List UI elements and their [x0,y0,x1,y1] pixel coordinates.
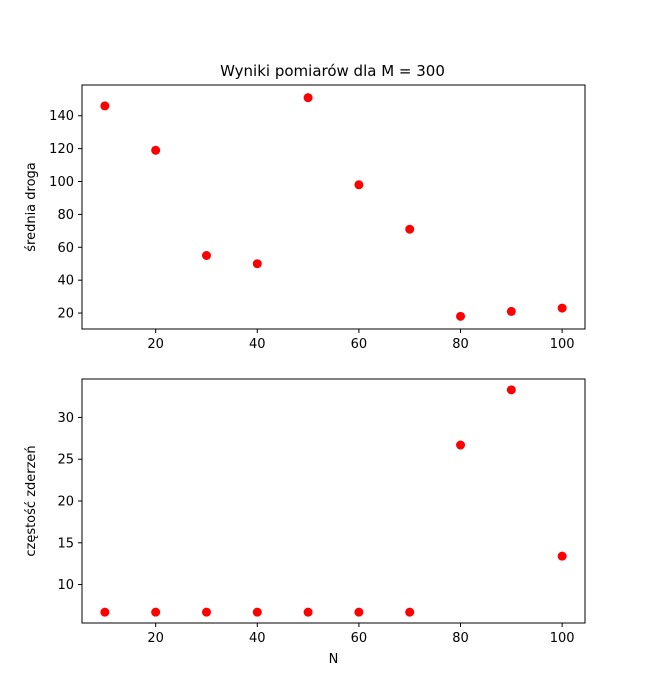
y-tick-label-path-length: 80 [57,208,74,223]
data-point-path-length [456,311,466,321]
data-point-collision-frequency [100,607,110,617]
y-tick-label-path-length: 100 [49,175,74,190]
data-point-collision-frequency [354,607,364,617]
y-tick-label-path-length: 60 [57,241,74,256]
data-point-collision-frequency [151,607,161,617]
data-point-collision-frequency [506,385,516,395]
y-axis-label-collision-frequency: częstość zderzeń [24,445,39,556]
axes-frame-path-length [81,84,586,330]
data-point-path-length [506,306,516,316]
data-point-collision-frequency [405,607,415,617]
x-tick-label-path-length: 60 [351,337,368,352]
y-tick-label-path-length: 120 [49,142,74,157]
y-tick-label-path-length: 140 [49,109,74,124]
x-tick-label-path-length: 20 [147,337,164,352]
data-point-collision-frequency [201,607,211,617]
x-tick-label-collision-frequency: 80 [452,631,469,646]
x-tick-label-collision-frequency: 100 [550,631,575,646]
y-tick-label-path-length: 20 [57,307,74,322]
y-axis-label-path-length: średnia droga [24,162,39,252]
x-axis-label-collision-frequency: N [329,652,339,667]
x-tick-label-path-length: 100 [550,337,575,352]
subplot-collision-frequency: 20 40 60 80 100 10 15 20 25 30 częstość zderzeń N [24,378,586,667]
data-point-path-length [405,224,415,234]
y-tick-label-collision-frequency: 25 [57,453,74,468]
data-point-path-length [252,259,262,269]
data-point-path-length [201,251,211,261]
x-tick-label-collision-frequency: 40 [249,631,266,646]
y-tick-label-collision-frequency: 30 [57,411,74,426]
x-tick-label-collision-frequency: 60 [351,631,368,646]
y-tick-label-path-length: 40 [57,274,74,289]
x-tick-label-collision-frequency: 20 [147,631,164,646]
data-point-collision-frequency [557,551,567,561]
x-tick-label-path-length: 40 [249,337,266,352]
data-point-path-length [303,93,313,103]
chart-title: Wyniki pomiarów dla M = 300 [220,62,445,80]
data-point-path-length [557,303,567,313]
data-point-collision-frequency [252,607,262,617]
y-tick-label-collision-frequency: 15 [57,536,74,551]
y-tick-label-collision-frequency: 20 [57,495,74,510]
y-tick-label-collision-frequency: 10 [57,578,74,593]
x-tick-label-path-length: 80 [452,337,469,352]
data-point-path-length [100,101,110,111]
data-point-collision-frequency [303,607,313,617]
data-point-path-length [354,180,364,190]
subplot-path-length: 20 40 60 80 100 20 40 60 80 100 120 140 średnia drog… [24,84,586,352]
data-point-collision-frequency [456,440,466,450]
data-point-path-length [151,145,161,155]
